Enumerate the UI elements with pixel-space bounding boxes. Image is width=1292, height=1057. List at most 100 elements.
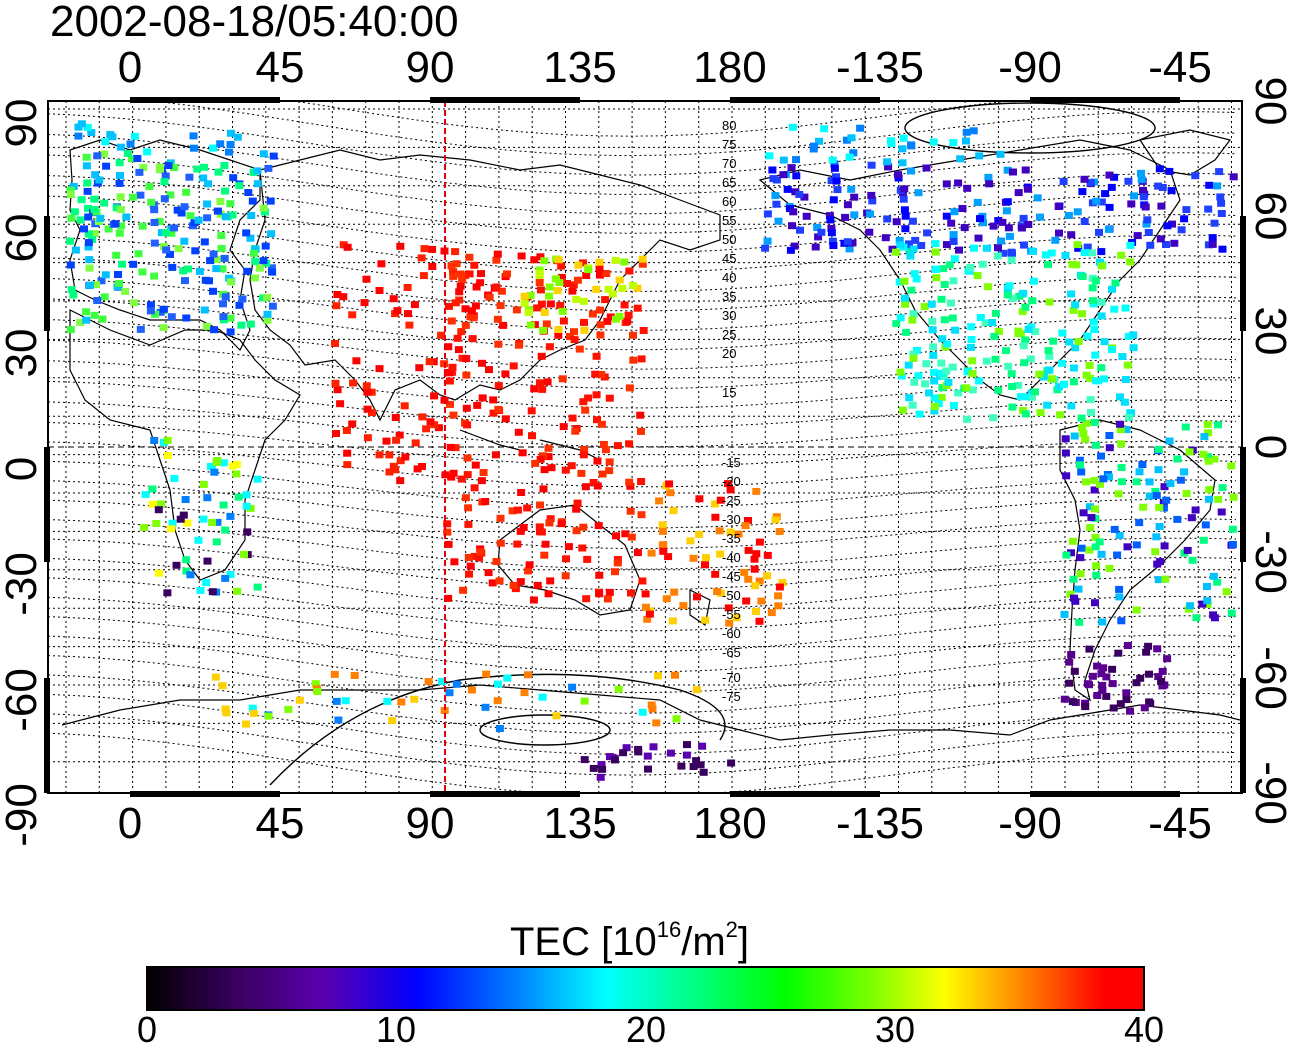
tec-cell — [1121, 304, 1130, 312]
tec-cell — [1104, 225, 1113, 233]
tec-cell — [558, 307, 567, 315]
tec-cell — [536, 501, 544, 509]
tec-cell — [1097, 670, 1106, 678]
axis-bar-bottom — [130, 791, 280, 797]
tec-cell — [135, 168, 144, 176]
tec-cell — [516, 578, 525, 586]
tec-cell — [589, 764, 598, 772]
tec-cell — [255, 264, 264, 272]
tec-cell — [711, 570, 720, 578]
tec-cell — [841, 213, 850, 221]
tec-cell — [363, 434, 372, 442]
tec-cell — [501, 370, 510, 378]
tec-cell — [122, 213, 131, 221]
tec-cell — [1095, 228, 1103, 236]
tec-cell — [589, 479, 598, 486]
tec-cell — [228, 462, 237, 470]
tec-cell — [468, 335, 477, 343]
tec-cell — [221, 705, 230, 713]
tec-cell — [594, 522, 603, 530]
tec-cell — [779, 171, 788, 179]
tec-cell — [751, 608, 760, 615]
tec-cell — [1076, 461, 1084, 469]
tec-cell — [1132, 606, 1141, 614]
tec-cell — [209, 144, 218, 152]
tec-cell — [449, 411, 458, 419]
tec-cell — [597, 371, 606, 378]
tec-cell — [954, 389, 963, 397]
tec-cell — [1085, 503, 1094, 511]
tec-cell — [150, 206, 159, 214]
tec-cell — [1217, 199, 1226, 207]
tec-cell — [161, 229, 170, 237]
tec-cell — [1125, 413, 1133, 421]
tec-cell — [637, 511, 646, 519]
tec-cell — [362, 382, 371, 390]
tec-cell — [1155, 523, 1164, 530]
tec-cell — [929, 368, 938, 376]
tec-cell — [531, 459, 540, 467]
tec-cell — [341, 697, 350, 705]
tec-cell — [582, 272, 591, 279]
tec-cell — [1116, 393, 1124, 401]
tec-cell — [825, 212, 834, 220]
top-longitude-tick: 0 — [117, 43, 143, 92]
tec-cell — [572, 527, 581, 535]
tec-cell — [1040, 373, 1048, 381]
tec-cell — [671, 671, 679, 679]
tec-cell — [349, 379, 358, 387]
tec-cell — [1091, 505, 1099, 513]
tec-cell — [82, 316, 91, 324]
tec-cell — [1116, 420, 1125, 428]
tec-cell — [424, 678, 433, 685]
tec-cell — [624, 311, 633, 319]
tec-cell — [536, 253, 545, 261]
tec-cell — [1107, 346, 1116, 354]
tec-cell — [1024, 185, 1032, 193]
tec-cell — [210, 326, 218, 334]
tec-cell — [145, 183, 154, 191]
tec-cell — [167, 229, 176, 237]
tec-cell — [605, 588, 614, 596]
tec-cell — [625, 267, 634, 275]
tec-cell — [950, 255, 959, 263]
tec-cell — [580, 446, 589, 453]
tec-cell — [536, 455, 545, 463]
tec-cell — [1136, 674, 1145, 682]
tec-cell — [1123, 642, 1132, 649]
tec-cell — [1181, 423, 1190, 431]
tec-cell — [1045, 366, 1054, 374]
tec-cell — [182, 188, 191, 196]
tec-cell — [219, 459, 228, 467]
tec-cell — [450, 558, 459, 566]
tec-cell — [76, 319, 85, 326]
tec-cell — [476, 548, 485, 556]
tec-cell — [679, 602, 688, 610]
tec-cell — [978, 260, 987, 268]
tec-cell — [1213, 578, 1222, 586]
tec-cell — [1077, 468, 1086, 476]
tec-cell — [1213, 182, 1222, 190]
tec-cell — [1061, 251, 1070, 259]
tec-cell — [792, 172, 801, 180]
tec-cell — [523, 671, 532, 679]
tec-cell — [136, 325, 145, 333]
tec-cell — [556, 301, 565, 309]
tec-cell — [1124, 332, 1133, 340]
tec-cell — [334, 716, 343, 724]
tec-cell — [104, 225, 113, 233]
tec-cell — [115, 159, 124, 167]
tec-cell — [1135, 468, 1144, 476]
tec-cell — [1116, 700, 1125, 708]
tec-cell — [471, 302, 480, 310]
tec-cell — [1007, 370, 1016, 378]
tec-cell — [939, 265, 948, 273]
tec-cell — [963, 184, 972, 192]
axis-bar-top — [730, 97, 880, 103]
tec-cell — [250, 274, 259, 282]
tec-cell — [185, 173, 194, 181]
tec-cell — [180, 203, 189, 211]
tec-cell — [332, 430, 340, 437]
tec-cell — [456, 282, 465, 290]
tec-cell — [626, 507, 635, 515]
